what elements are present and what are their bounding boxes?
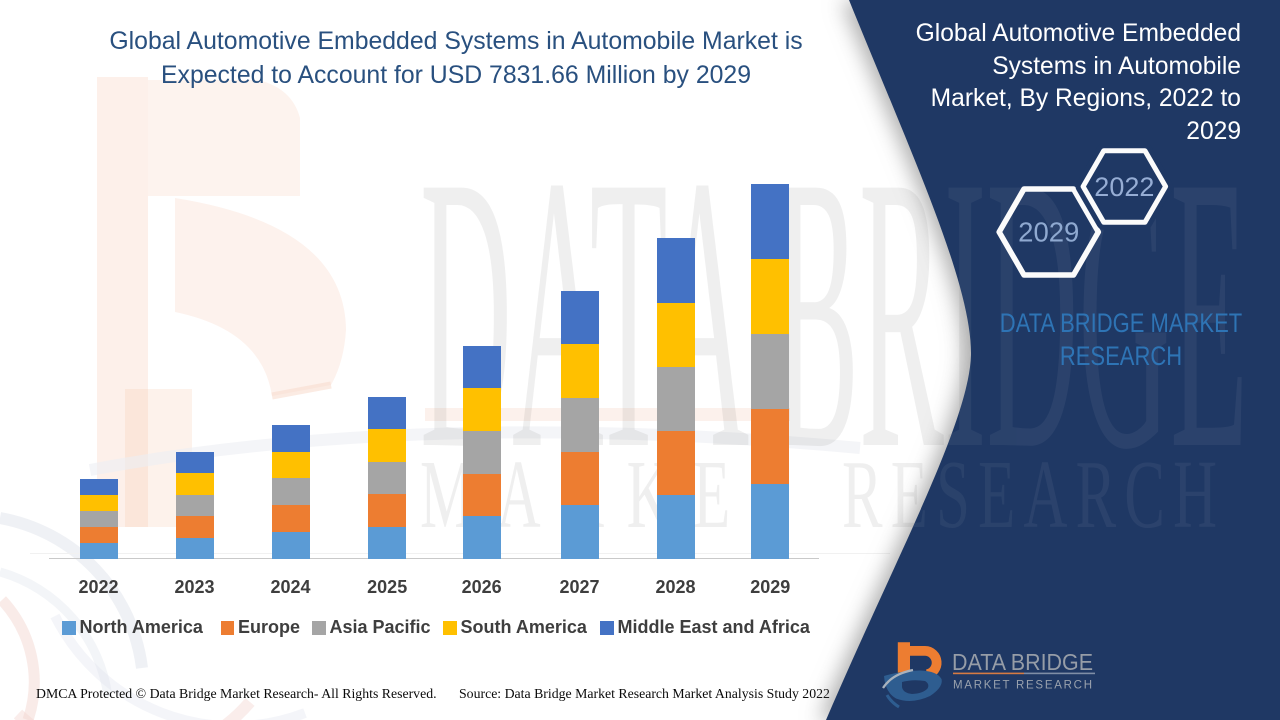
svg-text:MARKET: MARKET (420, 439, 790, 548)
svg-text:2022: 2022 (1094, 172, 1154, 202)
svg-text:RESEARCH: RESEARCH (842, 439, 1217, 548)
svg-text:DATA BRIDGE: DATA BRIDGE (952, 649, 1093, 675)
svg-text:2029: 2029 (1018, 217, 1079, 248)
svg-text:MARKET RESEARCH: MARKET RESEARCH (953, 680, 1092, 692)
